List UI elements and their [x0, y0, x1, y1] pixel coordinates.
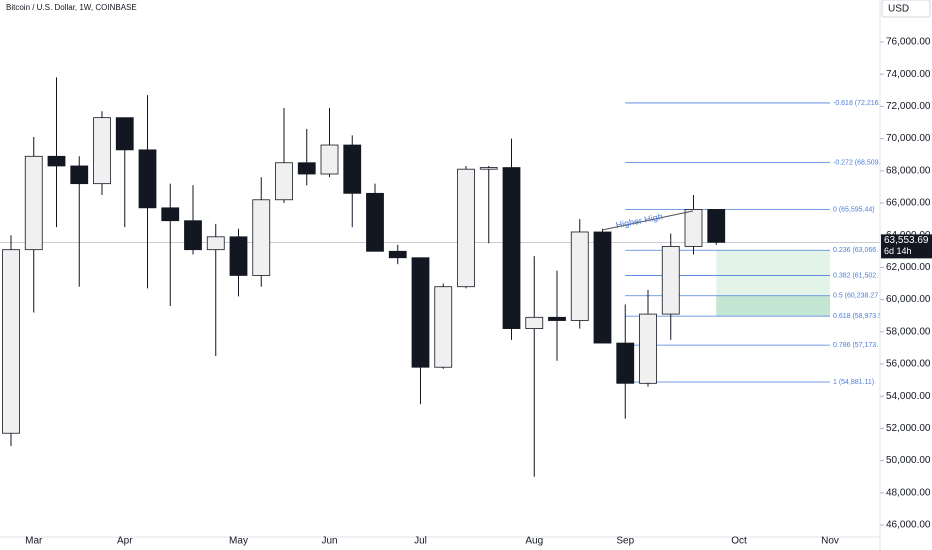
x-tick-label: Jul [414, 536, 427, 547]
x-tick-label: May [229, 536, 248, 547]
y-tick-label: 62,000.00 [886, 262, 931, 273]
fib-label: 0.786 (57,173. [833, 342, 878, 349]
y-tick-label: 48,000.00 [886, 487, 931, 498]
candle-body [684, 209, 703, 247]
candle-body [388, 250, 407, 259]
candle-body [525, 316, 544, 329]
candle-body [502, 167, 521, 329]
y-tick-label: 72,000.00 [886, 101, 931, 112]
y-tick-label: 56,000.00 [886, 359, 931, 370]
candle-body [252, 199, 271, 276]
candle-body [297, 162, 316, 175]
fib-label: -0.618 (72,216. [833, 100, 881, 107]
fib-label: -0.272 (68,509. [833, 159, 881, 166]
trend-line [601, 210, 694, 231]
candle-body [115, 117, 134, 151]
y-tick-label: 50,000.00 [886, 455, 931, 466]
candle-body [275, 162, 293, 201]
candle-body [593, 231, 612, 344]
x-tick-label: Mar [25, 536, 43, 547]
y-tick-label: 74,000.00 [886, 69, 931, 80]
x-tick-label: Jun [321, 536, 337, 547]
currency: USD [888, 4, 909, 15]
fib-label: 1 (54,881.11) [833, 379, 874, 386]
fib-label: 0.5 (60,238.27 [833, 293, 878, 300]
x-tick-label: Oct [731, 536, 747, 547]
candle-body [570, 231, 589, 321]
candle-body [661, 246, 680, 315]
candle-body [457, 168, 475, 288]
y-tick-label: 46,000.00 [886, 520, 931, 531]
fib-label: 0.618 (58,973.5 [833, 313, 882, 320]
target-zone [716, 295, 830, 317]
candle-body [479, 167, 498, 170]
y-tick-label: 66,000.00 [886, 198, 931, 209]
candle-body [320, 144, 339, 175]
candle-body [616, 342, 635, 384]
candle-body [2, 249, 20, 434]
fib-label: 0.236 (63,066. [833, 247, 878, 254]
candle-body [366, 192, 384, 252]
candle-body [229, 236, 248, 276]
price-tag [881, 234, 932, 259]
candle-body [411, 257, 430, 368]
candle-body [138, 149, 157, 209]
candle-body [161, 207, 180, 222]
fib-label: 0.382 (61,502. [833, 272, 878, 279]
candle-body [47, 155, 66, 167]
x-tick-label: Apr [117, 536, 133, 547]
y-tick-label: 60,000.00 [886, 294, 931, 305]
x-tick-label: Sep [616, 536, 634, 547]
y-tick-label: 54,000.00 [886, 391, 931, 402]
candle-body [639, 313, 657, 384]
chart-title: Bitcoin / U.S. Dollar, 1W, COINBASE [6, 3, 137, 12]
candle-body [93, 117, 111, 185]
y-tick-label: 70,000.00 [886, 133, 931, 144]
countdown: 6d 14h [884, 246, 912, 256]
y-tick-label: 76,000.00 [886, 37, 931, 48]
y-tick-label: 68,000.00 [886, 165, 931, 176]
candle-body [707, 209, 726, 243]
candle-body [206, 236, 225, 251]
plot: -0.618 (72,216. -0.272 (68,509. 0 (65,595.… [0, 77, 882, 477]
target-zone [716, 250, 830, 296]
candle-body [434, 286, 453, 368]
candle-body [548, 316, 566, 321]
currency-box [881, 0, 931, 18]
candle-body [184, 220, 202, 251]
price-tag-label: 63,553.69 [884, 235, 929, 246]
y-tick-label: 58,000.00 [886, 326, 931, 337]
fib-label: 0 (65,595.44) [833, 206, 875, 213]
y-tick-label: 52,000.00 [886, 423, 931, 434]
candle-body [24, 155, 43, 251]
x-tick-label: Nov [821, 536, 839, 547]
candle-body [70, 165, 89, 185]
x-tick-label: Aug [525, 536, 543, 547]
candle-body [343, 144, 362, 194]
